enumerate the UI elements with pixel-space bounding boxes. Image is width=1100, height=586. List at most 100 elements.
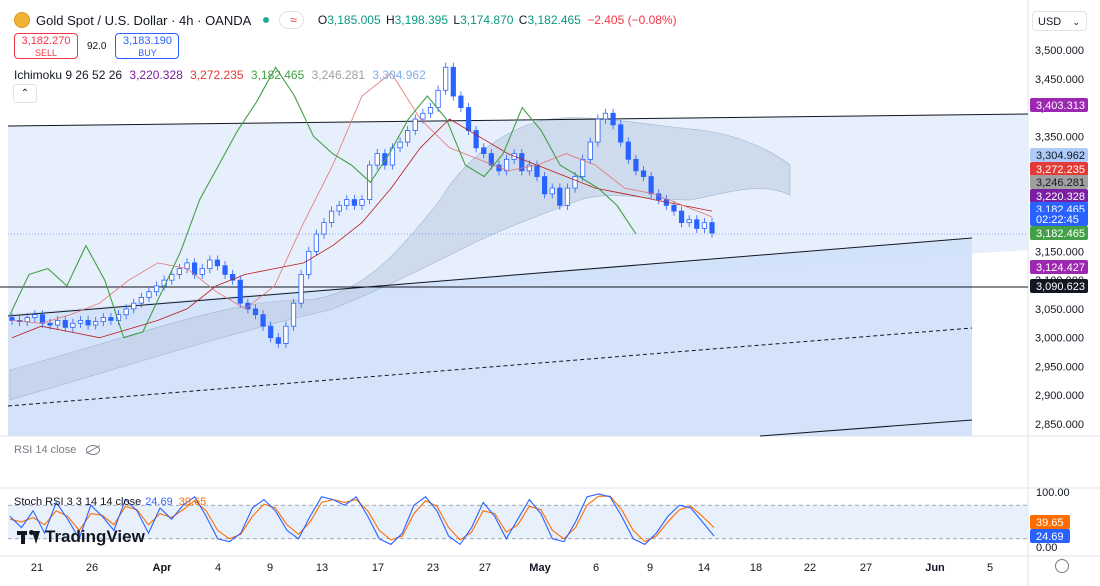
candle [260,314,266,327]
candle [542,176,548,195]
candle [503,158,510,172]
price-tick-label: 3,050.000 [1035,304,1084,316]
low-value: 3,174.870 [460,13,514,27]
price-tag-label: 3,220.328 [1036,191,1085,203]
candle [184,262,190,270]
time-tick-label: 26 [86,562,98,574]
price-tag [1030,175,1088,189]
candle [328,210,335,224]
high-value: 3,198.395 [394,13,449,27]
candle [77,320,84,324]
price-tag-label: 3,182.465 [1036,228,1085,240]
candle [450,66,456,97]
data-status-pill[interactable]: ≈ [279,11,304,29]
candle [701,222,707,229]
rsi-legend[interactable]: RSI 14 close [14,444,101,456]
candle [686,219,692,224]
stoch-k-line [9,493,715,546]
price-tag-label: 3,403.313 [1036,100,1085,112]
candle [519,153,525,172]
price-tick-label: 2,900.000 [1035,390,1084,402]
candle [146,291,152,298]
candle [382,153,388,166]
change-value: −2.405 (−0.08%) [587,13,677,27]
candle [9,317,15,321]
candle [564,187,571,206]
candle [222,265,228,275]
time-tick-label: 21 [31,562,43,574]
stoch-legend[interactable]: Stoch RSI 3 3 14 14 close 24.69 39.65 [14,496,207,508]
candle [572,176,578,189]
candle [298,273,304,304]
candle [580,158,586,177]
trade-panel: 3,182.270 SELL 92.0 3,183.190 BUY [14,33,180,59]
candle [374,153,380,166]
symbol-title[interactable]: Gold Spot / U.S. Dollar · 4h · OANDA [36,12,252,28]
candle [252,308,259,316]
stoch-scale-label: 100.00 [1036,487,1070,499]
hidden-eye-icon[interactable] [86,445,101,455]
approx-icon: ≈ [290,13,297,27]
ichimoku-v2: 3,272.235 [190,68,244,82]
candle [587,141,593,160]
close-value: 3,182.465 [527,13,581,27]
settings-gear-icon[interactable] [1055,559,1069,573]
candle [131,302,137,310]
candle [207,259,213,270]
price-tag-label: 3,090.623 [1036,281,1085,293]
collapse-legend-button[interactable]: ⌃ [13,84,37,103]
time-tick-label: 22 [804,562,816,574]
candle [214,259,221,267]
time-tick-label: 9 [647,562,653,574]
time-tick-label: 27 [479,562,491,574]
candle [694,219,700,229]
stoch-tag-label: 24.69 [1036,531,1064,543]
price-tick-label: 3,000.000 [1035,333,1084,345]
sell-button[interactable]: 3,182.270 SELL [14,33,78,59]
price-tag [1030,162,1088,176]
open-value: 3,185.005 [327,13,381,27]
candle [351,199,357,206]
currency-select[interactable]: USD ⌄ [1032,11,1087,31]
time-tick-label: 5 [987,562,993,574]
candle [268,325,274,339]
stoch-k-value: 24.69 [145,496,173,508]
time-tick-label: 14 [698,562,710,574]
candle [458,95,464,108]
ichimoku-v4: 3,246.281 [311,68,366,82]
candle [138,297,144,304]
candle [192,262,198,275]
candle [435,89,441,108]
buy-button[interactable]: 3,183.190 BUY [115,33,180,59]
stoch-scale-label: 0.00 [1036,542,1057,554]
time-tick-label: 9 [267,562,273,574]
candle [306,250,312,275]
stoch-band-fill [8,505,1028,539]
ichimoku-label: Ichimoku 9 26 52 26 [14,68,123,82]
candle [610,112,616,126]
price-tag-label: 3,304.962 [1036,150,1085,162]
time-tick-label: 4 [215,562,221,574]
price-tag-label: 3,246.281 [1036,177,1085,189]
candle [648,176,654,195]
candle [199,268,205,275]
candle [678,210,685,224]
candle [526,164,532,172]
ichimoku-legend[interactable]: Ichimoku 9 26 52 26 3,220.328 3,272.235 … [14,68,426,82]
price-tick-label: 2,850.000 [1035,419,1084,431]
candle [481,147,487,154]
candle [24,317,30,322]
candle [443,66,449,91]
price-tag-label: 02:22:45 [1036,214,1079,226]
stoch-tag-label: 39.65 [1036,517,1064,529]
candle [321,222,327,235]
price-tag [1030,279,1088,293]
candle [313,233,319,252]
candle [625,141,631,160]
candle [47,322,53,326]
candle [169,273,175,281]
spread-value: 92.0 [87,40,107,52]
ichimoku-v3: 3,182.465 [250,68,305,82]
ichimoku-v5: 3,304.962 [372,68,426,82]
